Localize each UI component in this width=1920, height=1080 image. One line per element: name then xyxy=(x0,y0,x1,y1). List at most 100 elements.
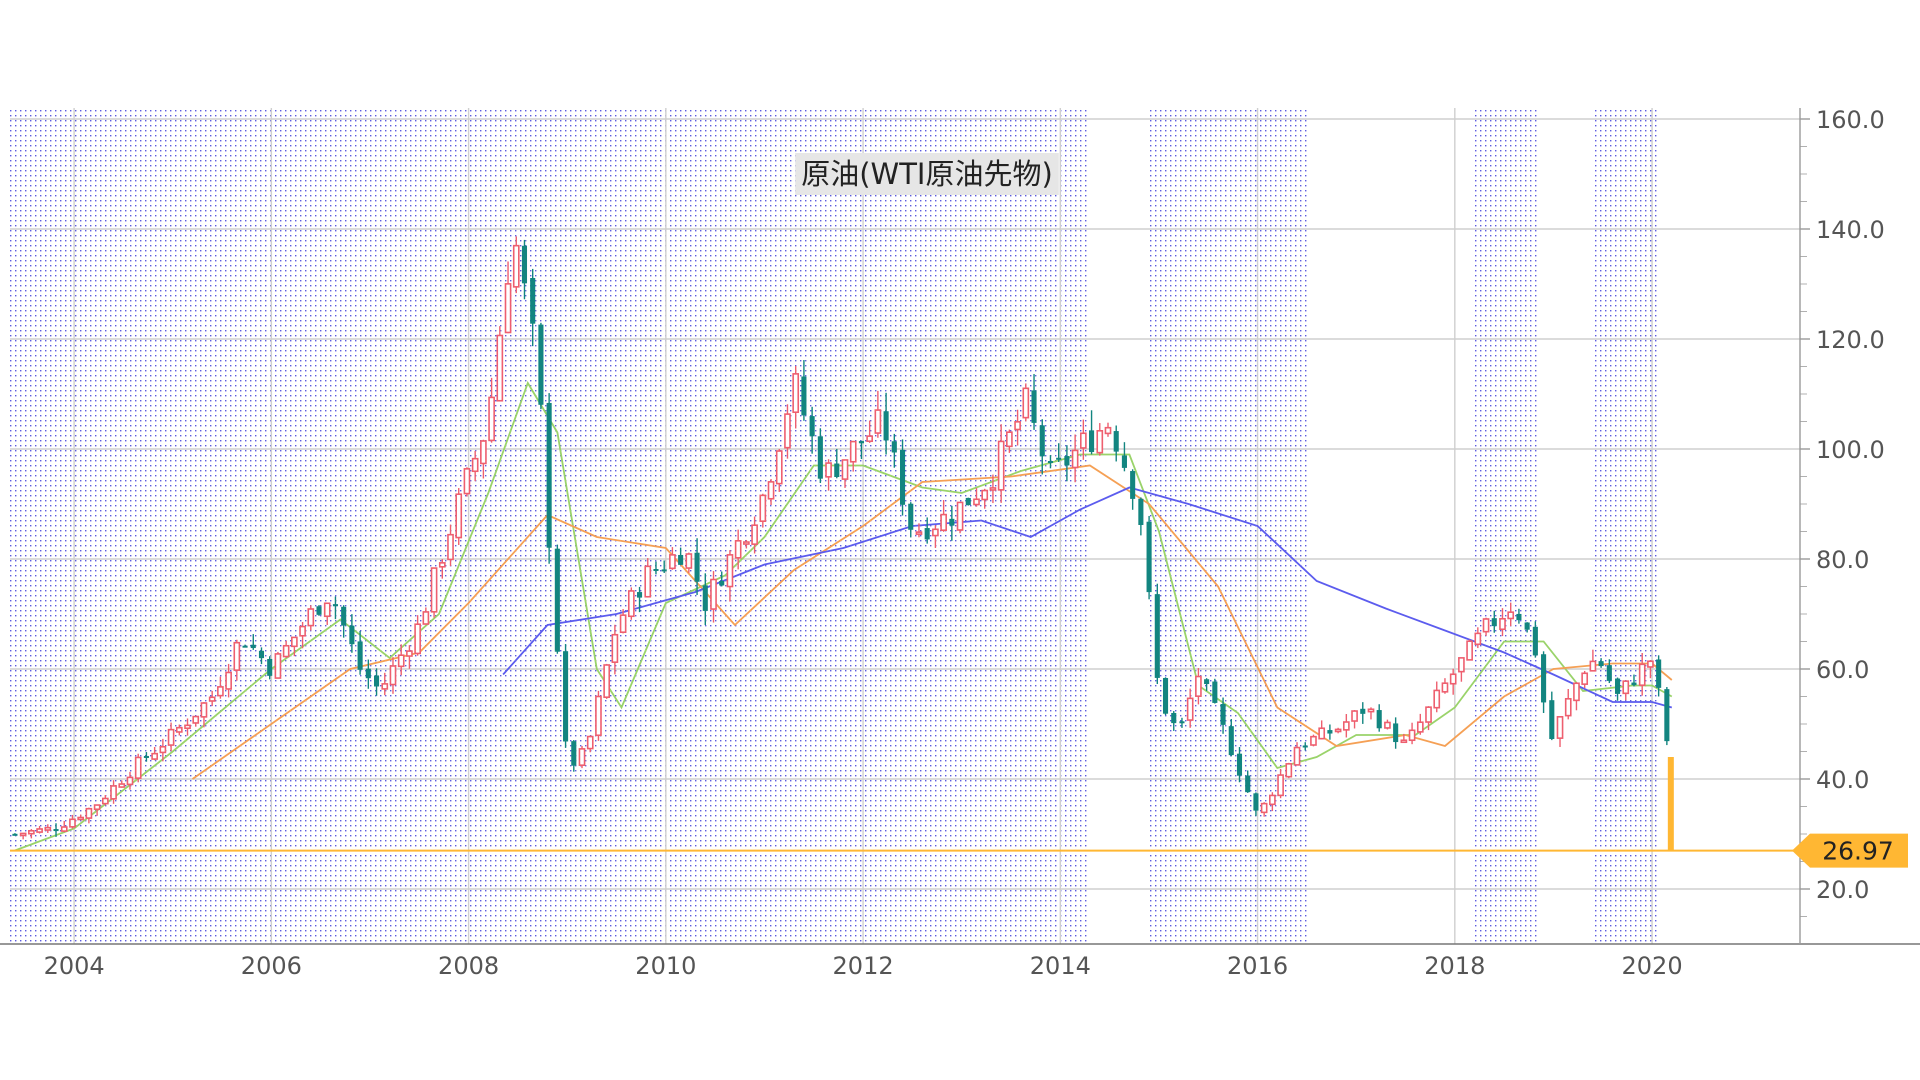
candle-body-up xyxy=(406,650,413,657)
candle-body-down xyxy=(1146,521,1152,593)
candle-body-up xyxy=(1104,426,1112,435)
candle-body-up xyxy=(1499,617,1506,631)
candle-body-down xyxy=(258,650,265,659)
candle-body-up xyxy=(1400,739,1408,744)
candle-body-up xyxy=(973,498,980,506)
candle-body-down xyxy=(1491,618,1497,627)
candle-body-up xyxy=(504,283,512,334)
candle-body-up xyxy=(233,641,241,671)
candle-body-up xyxy=(578,748,586,766)
y-tick-label: 100.0 xyxy=(1816,436,1885,464)
x-tick-label: 2012 xyxy=(833,952,894,980)
x-tick-label: 2016 xyxy=(1227,952,1288,980)
candle-body-down xyxy=(546,402,552,548)
candle-body-up xyxy=(644,565,652,598)
candle-body-up xyxy=(726,554,734,588)
candle-body-up xyxy=(1342,721,1350,731)
candle-body-down xyxy=(1245,775,1251,793)
candle-body-down xyxy=(924,528,930,540)
candle-body-up xyxy=(167,728,175,746)
chart-title-background xyxy=(795,153,1059,195)
candle-body-down xyxy=(1376,710,1382,729)
candle-body-up xyxy=(455,493,463,539)
candle-body-down xyxy=(891,441,897,453)
candle-body-down xyxy=(661,569,667,572)
x-tick-label: 2020 xyxy=(1622,952,1683,980)
candle-body-down xyxy=(1598,661,1604,667)
candle-body-up xyxy=(1638,663,1646,686)
candle-body-up xyxy=(1425,706,1432,723)
candle-body-down xyxy=(1549,700,1555,740)
candle-body-up xyxy=(1006,431,1013,448)
candle-body-up xyxy=(784,413,791,449)
x-tick-label: 2008 xyxy=(438,952,499,980)
candle-body-up xyxy=(1458,657,1465,673)
candle-body-up xyxy=(134,756,142,779)
candle-body-up xyxy=(1408,729,1416,742)
candle-body-up xyxy=(1318,727,1326,740)
candle-body-down xyxy=(1360,708,1366,714)
shaded-period xyxy=(1149,108,1307,944)
candle-body-up xyxy=(69,818,76,828)
candle-body-down xyxy=(1516,613,1522,621)
candle-body-down xyxy=(1130,471,1136,499)
chart-title-text: 原油(WTI原油先物) xyxy=(801,157,1053,191)
candle-body-down xyxy=(1047,461,1054,464)
candle-body-down xyxy=(1656,659,1662,688)
candle-body-down xyxy=(1220,703,1226,725)
y-tick-label: 80.0 xyxy=(1816,546,1869,574)
last-price-marker: 26.97 xyxy=(1667,757,1908,868)
candle-body-up xyxy=(1096,430,1104,454)
candle-body-up xyxy=(118,783,126,788)
candle-body-up xyxy=(1449,673,1457,685)
candle-body-up xyxy=(422,611,430,625)
candle-body-up xyxy=(1014,421,1021,431)
candle-body-down xyxy=(521,245,528,284)
candle-body-up xyxy=(759,494,767,522)
candle-body-down xyxy=(1121,455,1127,468)
candle-body-up xyxy=(1573,682,1580,702)
candle-body-up xyxy=(85,807,93,819)
candle-body-down xyxy=(636,592,643,598)
candle-body-up xyxy=(77,816,85,821)
candle-body-up xyxy=(997,440,1005,491)
candle-body-up xyxy=(389,665,397,686)
candle-body-up xyxy=(60,826,68,832)
candle-body-up xyxy=(866,435,874,443)
candle-body-up xyxy=(1416,721,1424,733)
candle-body-up xyxy=(669,554,676,570)
y-tick-label: 160.0 xyxy=(1816,106,1885,134)
candle-body-up xyxy=(1269,794,1276,806)
last-price-tag xyxy=(1792,833,1908,868)
candle-body-down xyxy=(653,569,659,572)
candle-body-up xyxy=(1260,802,1268,814)
candle-body-up xyxy=(734,540,742,559)
candle-body-up xyxy=(586,735,594,750)
candle-body-up xyxy=(1277,774,1284,797)
candle-body-down xyxy=(1212,681,1218,703)
candle-body-down xyxy=(12,833,18,836)
y-tick-label: 120.0 xyxy=(1816,326,1885,354)
x-tick-label: 2006 xyxy=(241,952,302,980)
candle-body-up xyxy=(792,373,800,414)
moving-average-line xyxy=(14,380,1673,852)
candle-body-down xyxy=(809,416,815,437)
candle-body-up xyxy=(1079,432,1087,449)
candle-body-up xyxy=(126,776,134,786)
candle-body-down xyxy=(250,644,256,649)
candle-body-down xyxy=(242,645,248,648)
candle-body-up xyxy=(200,702,208,718)
moving-average-line xyxy=(502,486,1673,709)
candle-body-up xyxy=(471,457,479,473)
candle-body-up xyxy=(463,468,471,495)
candle-body-up xyxy=(438,562,446,568)
candle-body-up xyxy=(849,440,857,463)
candle-body-down xyxy=(267,658,273,676)
candle-body-down xyxy=(349,625,355,645)
candle-body-up xyxy=(751,524,758,545)
candle-body-down xyxy=(1615,678,1621,694)
candle-body-down xyxy=(1327,730,1333,734)
candle-body-down xyxy=(332,604,339,607)
moving-averages xyxy=(14,380,1673,852)
candle-body-up xyxy=(159,745,167,754)
